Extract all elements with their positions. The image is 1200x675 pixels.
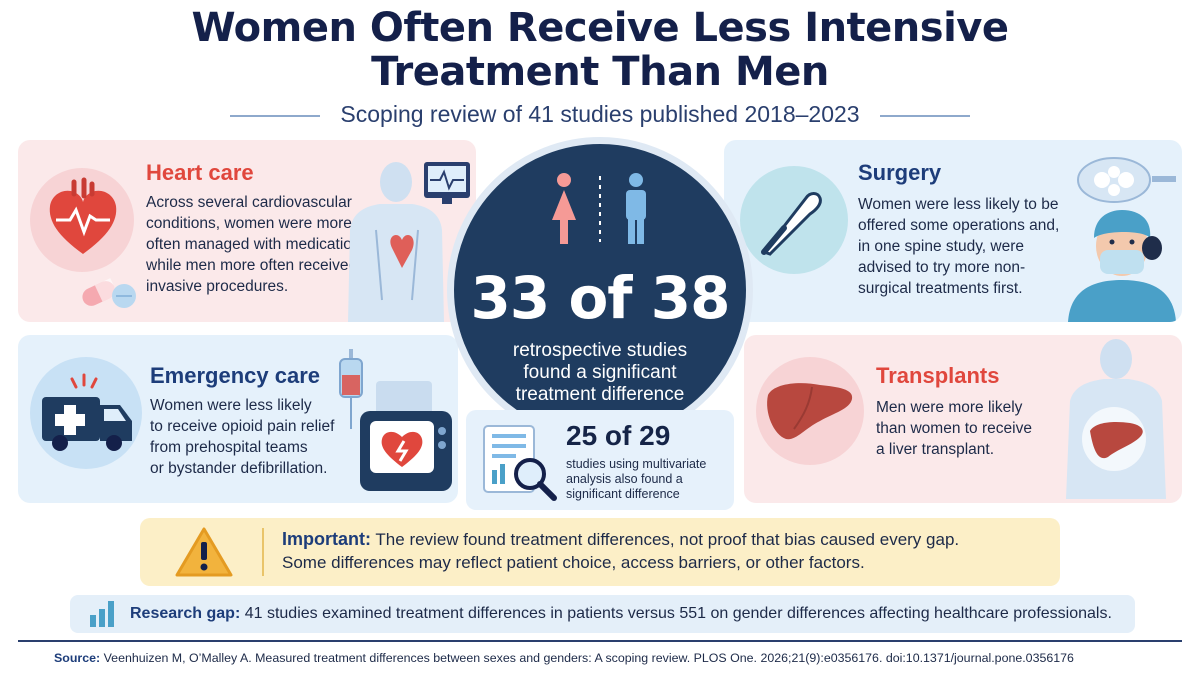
- transplants-line-2: than women to receive: [876, 420, 1032, 437]
- document-magnifier-icon: [483, 425, 557, 501]
- heart-care-text: Across several cardiovascular conditions…: [146, 192, 396, 297]
- mini-line-2: analysis also found a: [566, 472, 683, 486]
- footer-rule: [18, 640, 1182, 642]
- heart-line-5: invasive procedures.: [146, 278, 289, 295]
- source-label: Source:: [54, 651, 101, 665]
- center-line-3: treatment difference: [515, 384, 685, 405]
- surgery-text: Women were less likely to be offered som…: [858, 194, 1078, 299]
- important-separator: [262, 528, 264, 576]
- source-text: Veenhuizen M, O’Malley A. Measured treat…: [103, 651, 1074, 665]
- emergency-line-3: from prehospital teams: [150, 439, 308, 456]
- heart-line-4: while men more often received: [146, 257, 358, 274]
- body-liver-icon: [1066, 339, 1166, 499]
- liver-icon: [767, 383, 853, 440]
- heart-icon: [49, 177, 117, 254]
- emergency-care-text: Women were less likely to receive opioid…: [150, 395, 365, 479]
- important-line-1: The review found treatment differences, …: [375, 530, 960, 549]
- mini-line-3: significant difference: [566, 487, 680, 501]
- surgery-line-4: advised to try more non-: [858, 259, 1026, 276]
- transplants-text: Men were more likely than women to recei…: [876, 397, 1061, 460]
- gender-figures: [552, 173, 646, 244]
- subtitle-row: Scoping review of 41 studies published 2…: [0, 100, 1200, 130]
- heart-line-3: often managed with medication,: [146, 236, 365, 253]
- woman-icon: [552, 173, 576, 244]
- mini-line-1: studies using multivariate: [566, 457, 707, 471]
- surgeon-icon: [1068, 210, 1176, 322]
- important-line-2: Some differences may reflect patient cho…: [282, 553, 865, 572]
- pill-icon: [82, 278, 136, 308]
- transplants-line-3: a liver transplant.: [876, 441, 995, 458]
- warning-icon: [175, 527, 233, 577]
- research-gap-banner: Research gap: 41 studies examined treatm…: [70, 595, 1135, 633]
- important-text: Important: The review found treatment di…: [282, 528, 1052, 574]
- surgery-line-1: Women were less likely to be: [858, 196, 1059, 213]
- heart-line-2: conditions, women were more: [146, 215, 352, 232]
- center-stat-circle: 33 of 38 retrospective studies found a s…: [447, 137, 753, 443]
- ambulance-icon: [42, 373, 132, 451]
- research-gap-label: Research gap:: [130, 605, 241, 622]
- man-icon: [626, 173, 646, 244]
- defibrillator-icon: [360, 381, 452, 491]
- surgical-lamp-icon: [1077, 157, 1176, 203]
- emergency-line-1: Women were less likely: [150, 397, 312, 414]
- heart-line-1: Across several cardiovascular: [146, 194, 352, 211]
- bar-chart-icon: [90, 601, 114, 627]
- multivariate-stat-card: 25 of 29 studies using multivariate anal…: [466, 410, 734, 510]
- multivariate-stat-value: 25 of 29: [566, 420, 671, 451]
- surgery-line-3: in one spine study, were: [858, 238, 1025, 255]
- center-line-1: retrospective studies: [512, 340, 688, 361]
- subtitle: Scoping review of 41 studies published 2…: [340, 101, 860, 127]
- important-label: Important:: [282, 529, 371, 549]
- surgery-line-5: surgical treatments first.: [858, 280, 1023, 297]
- iv-drip-icon: [339, 349, 363, 429]
- transplants-title: Transplants: [876, 363, 1000, 388]
- center-stat-value: 33 of 38: [470, 264, 731, 332]
- title-line-1: Women Often Receive Less Intensive: [191, 5, 1009, 51]
- scalpel-icon: [761, 192, 822, 256]
- important-banner: Important: The review found treatment di…: [140, 518, 1060, 586]
- surgery-title: Surgery: [858, 160, 942, 185]
- research-gap-body: 41 studies examined treatment difference…: [244, 605, 1112, 622]
- emergency-line-2: to receive opioid pain relief: [150, 418, 335, 435]
- card-surgery: Surgery Women were less likely to be off…: [724, 140, 1182, 322]
- transplants-line-1: Men were more likely: [876, 399, 1023, 416]
- emergency-line-4: or bystander defibrillation.: [150, 460, 328, 477]
- body-heart-icon: [348, 162, 470, 322]
- card-transplants: Transplants Men were more likely than wo…: [744, 335, 1182, 503]
- heart-care-title: Heart care: [146, 160, 254, 185]
- multivariate-stat-caption: studies using multivariate analysis also…: [566, 457, 728, 502]
- title-line-2: Treatment Than Men: [371, 49, 829, 95]
- page-title: Women Often Receive Less Intensive Treat…: [0, 6, 1200, 94]
- surgery-line-2: offered some operations and,: [858, 217, 1060, 234]
- center-stat-caption: retrospective studies found a significan…: [494, 340, 706, 406]
- subtitle-rule-left: [230, 115, 320, 117]
- subtitle-rule-right: [880, 115, 970, 117]
- research-gap-text: Research gap: 41 studies examined treatm…: [130, 605, 1112, 623]
- source-citation: Source: Veenhuizen M, O’Malley A. Measur…: [54, 651, 1074, 665]
- center-line-2: found a significant: [523, 362, 677, 383]
- card-heart-care: Heart care Across several cardiovascular…: [18, 140, 476, 322]
- emergency-care-title: Emergency care: [150, 363, 320, 388]
- card-emergency-care: Emergency care Women were less likely to…: [18, 335, 458, 503]
